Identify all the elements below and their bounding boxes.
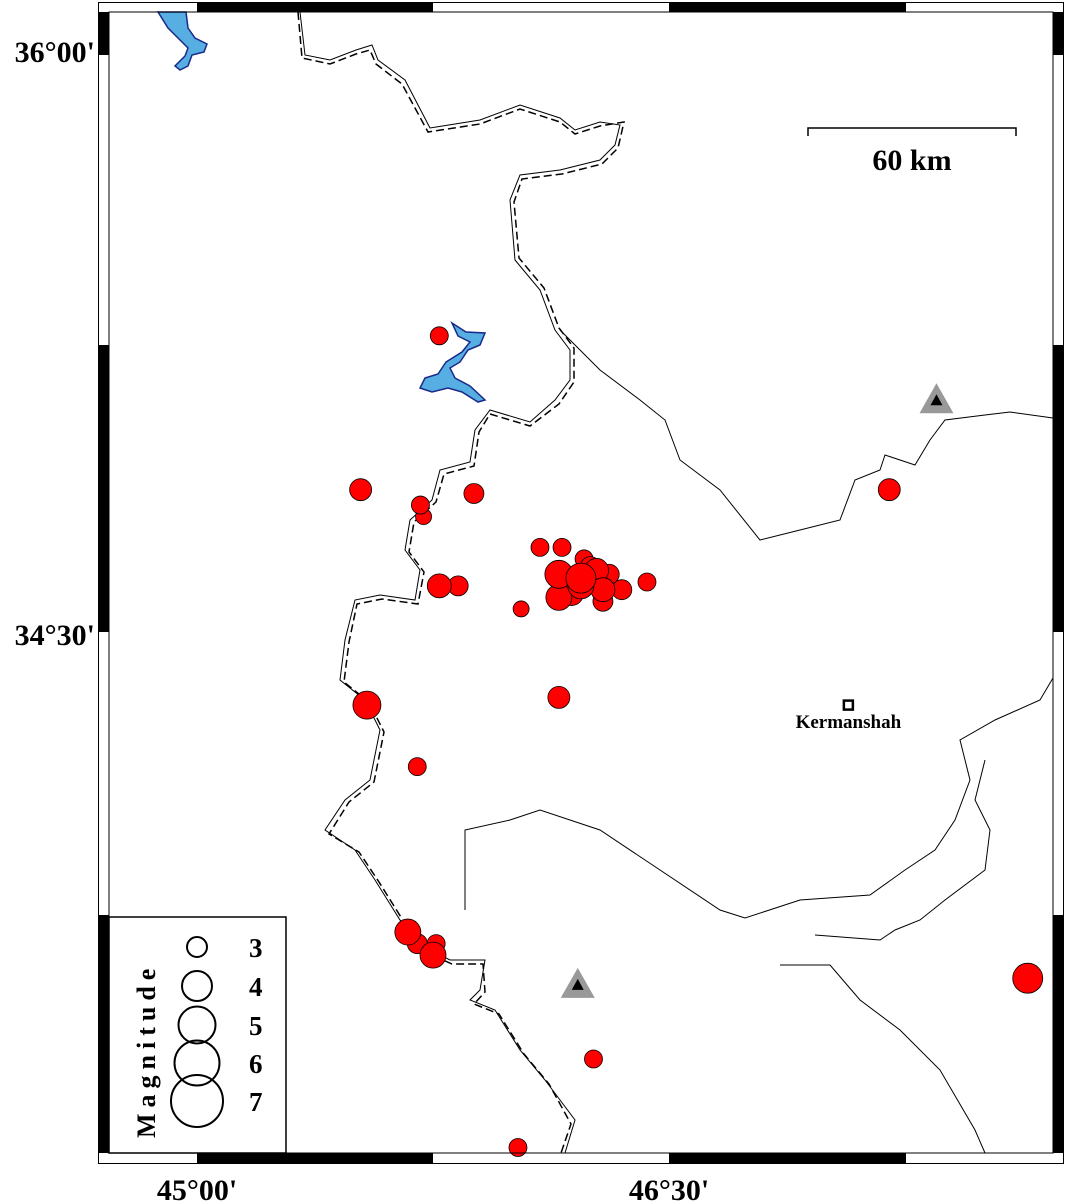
earthquake-event (463, 483, 485, 504)
city-label: Kermanshah (796, 712, 902, 733)
legend-magnitude-label: 3 (249, 933, 263, 963)
station-triangle-icon (560, 967, 595, 998)
lat-label-34-30: 34°30' (15, 619, 95, 652)
city-marker-icon (842, 699, 855, 711)
province-border-southeast (814, 759, 991, 941)
earthquake-event (1012, 962, 1044, 994)
legend-magnitude-label: 6 (249, 1049, 263, 1079)
legend-magnitude-label: 7 (249, 1087, 263, 1117)
earthquake-event (419, 941, 447, 969)
earthquake-event (877, 478, 901, 502)
legend-circle-icon (173, 1039, 221, 1087)
earthquake-event (512, 600, 530, 618)
legend-circle-icon (181, 970, 213, 1002)
province-border-south (464, 677, 1054, 919)
earthquake-event (565, 562, 597, 594)
earthquake-event (407, 757, 427, 777)
earthquake-event (394, 918, 422, 946)
earthquake-event (637, 572, 657, 592)
legend-magnitude-label: 4 (249, 972, 263, 1002)
earthquake-event (508, 1138, 528, 1157)
map-frame (98, 2, 1064, 1164)
earthquake-event (411, 495, 430, 515)
earthquake-events (349, 326, 1044, 1157)
scale-bar (807, 127, 1017, 136)
province-border-north (559, 329, 1054, 541)
legend-circle-icon (170, 1074, 224, 1128)
province-border-far-south (780, 964, 986, 1154)
earthquake-event (584, 1049, 603, 1069)
scale-bar-label: 60 km (872, 144, 951, 177)
lake-central (418, 320, 487, 403)
legend-circle-icon (186, 936, 208, 958)
international-border-dashed (297, 11, 625, 1154)
station-triangle-icon (919, 383, 954, 414)
earthquake-event (426, 573, 452, 599)
borders (297, 11, 1054, 1154)
lake-north (156, 11, 208, 71)
earthquake-event (552, 537, 572, 557)
earthquake-event (349, 478, 373, 502)
legend-circle-icon (177, 1005, 217, 1045)
lon-label-46-30: 46°30' (629, 1174, 709, 1203)
magnitude-legend: Magnitude 3 4 5 6 7 (108, 916, 287, 1154)
seismic-stations (560, 383, 954, 998)
lat-label-36-00: 36°00' (15, 36, 95, 69)
legend-magnitude-label: 5 (249, 1011, 263, 1041)
earthquake-event (547, 685, 571, 709)
legend-title: Magnitude (132, 963, 161, 1138)
lon-label-45-00: 45°00' (157, 1174, 237, 1203)
earthquake-event (352, 690, 382, 720)
earthquake-event (530, 537, 550, 557)
earthquake-event (429, 326, 449, 346)
